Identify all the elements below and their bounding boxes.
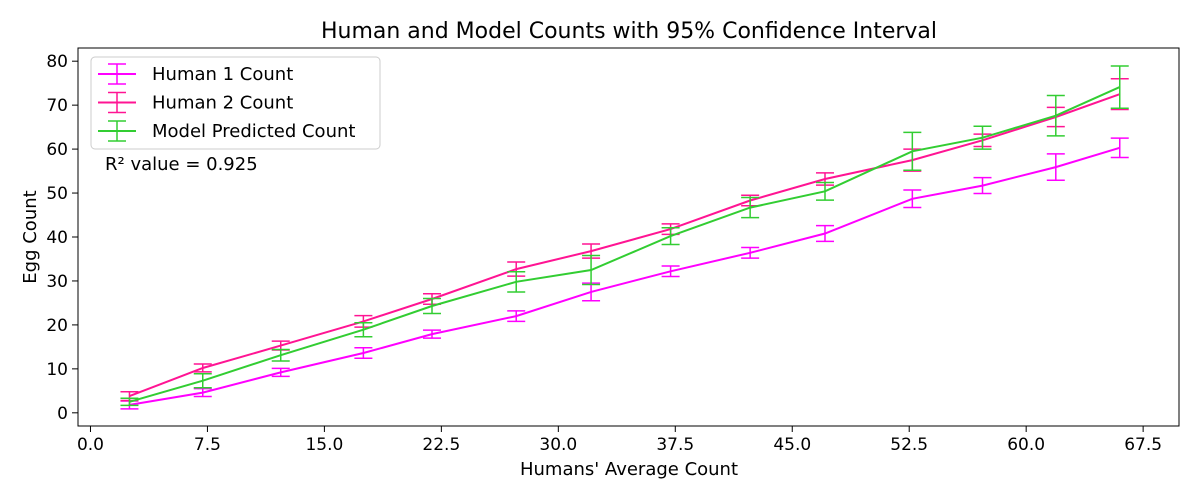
x-tick-label: 37.5 (656, 435, 694, 455)
y-tick-label: 20 (46, 316, 68, 336)
y-tick-label: 10 (46, 360, 68, 380)
error-bar (507, 270, 526, 293)
x-tick-label: 60.0 (1007, 435, 1045, 455)
error-bar (1110, 65, 1129, 109)
error-bar (507, 310, 526, 323)
error-bar (903, 189, 922, 209)
legend-item: Model Predicted Count (98, 120, 355, 142)
error-bar (423, 297, 442, 315)
error-bar (354, 321, 373, 338)
legend: Human 1 Count Human 2 Count Model Predicte… (90, 56, 381, 150)
x-tick-label: 67.5 (1124, 435, 1162, 455)
series-line (129, 86, 1121, 403)
plot-area: 0.0 7.5 15.0 22.5 30.0 37.5 45.0 52.5 60.0 67.5 0 1… (46, 47, 1180, 455)
x-tick-label: 52.5 (890, 435, 928, 455)
y-tick-label: 80 (46, 52, 68, 72)
x-tick-label: 45.0 (773, 435, 811, 455)
y-tick-label: 60 (46, 140, 68, 160)
error-bar (661, 227, 680, 246)
y-tick-label: 70 (46, 96, 68, 116)
y-tick-label: 0 (57, 404, 68, 424)
error-bar (1110, 137, 1129, 159)
error-bar (973, 176, 992, 195)
x-tick-label: 15.0 (305, 435, 343, 455)
error-bar (815, 224, 834, 243)
x-tick-label: 30.0 (539, 435, 577, 455)
error-bar (582, 254, 601, 286)
x-tick-label: 0.0 (77, 435, 104, 455)
error-bar (354, 347, 373, 360)
x-tick-label: 22.5 (422, 435, 460, 455)
error-bar (903, 131, 922, 171)
legend-label: Model Predicted Count (152, 121, 355, 142)
error-bar (1046, 153, 1065, 182)
legend-label: Human 2 Count (152, 93, 293, 114)
error-bar (120, 397, 139, 407)
chart-title: Human and Model Counts with 95% Confiden… (321, 19, 937, 44)
series-1 (120, 137, 1129, 410)
legend-item: Human 1 Count (98, 63, 293, 85)
x-tick-label: 7.5 (194, 435, 221, 455)
error-bar (815, 181, 834, 201)
error-bar (661, 265, 680, 278)
error-bar (271, 348, 290, 362)
y-axis-label: Egg Count (20, 190, 41, 283)
error-bar (973, 125, 992, 150)
x-axis-label: Humans' Average Count (520, 459, 738, 480)
y-tick-label: 40 (46, 228, 68, 248)
y-tick-label: 50 (46, 184, 68, 204)
legend-label: Human 1 Count (152, 64, 293, 85)
error-bar (582, 282, 601, 302)
error-bar (193, 372, 212, 389)
series-line (129, 93, 1121, 398)
error-bar (741, 246, 760, 259)
error-bar (271, 367, 290, 378)
error-bar (423, 329, 442, 339)
r-squared-annotation: R² value = 0.925 (105, 154, 258, 175)
series-3 (120, 65, 1129, 407)
error-bar (741, 196, 760, 219)
error-bar (1046, 94, 1065, 137)
error-bar (193, 363, 212, 373)
legend-box (90, 56, 381, 150)
series-line (129, 146, 1120, 406)
y-tick-label: 30 (46, 272, 68, 292)
error-bar (193, 387, 212, 398)
error-bar (271, 340, 290, 351)
legend-item: Human 2 Count (98, 91, 293, 114)
